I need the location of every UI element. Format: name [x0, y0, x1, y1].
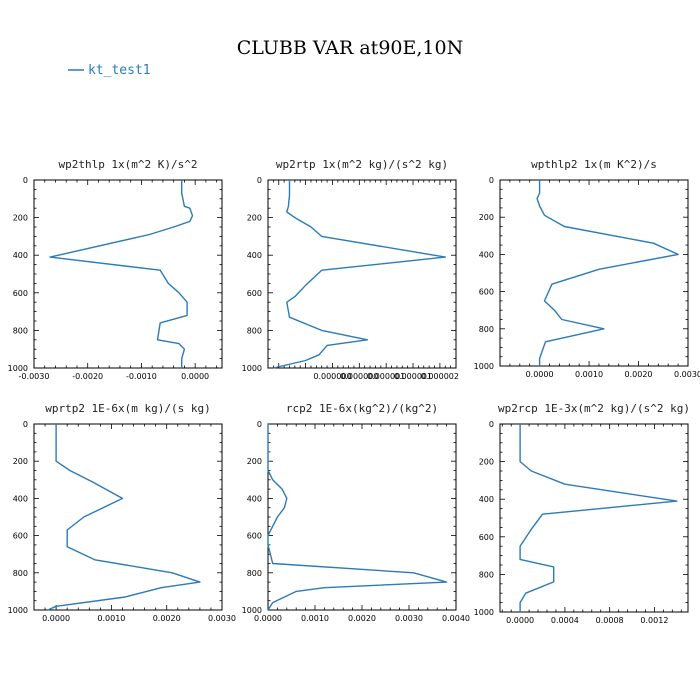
y-tick-label: 800 — [479, 570, 494, 579]
x-tick-label: 0.0010 — [575, 370, 603, 379]
x-tick-label: 0.0020 — [153, 614, 181, 623]
series-line-kt_test1 — [273, 180, 446, 369]
x-tick-label: 0.0008 — [596, 616, 624, 625]
y-tick-label: 1000 — [242, 606, 262, 615]
x-tick-label: 0.000000 — [340, 372, 378, 381]
y-tick-label: 600 — [247, 532, 262, 541]
plot-frame — [499, 179, 689, 367]
y-tick-label: 200 — [13, 457, 28, 466]
x-tick-label: -0.0010 — [126, 372, 157, 381]
x-tick-label: 0.0030 — [395, 614, 423, 623]
y-tick-label: 0 — [489, 420, 494, 429]
x-tick-label: 0.0000 — [526, 370, 554, 379]
y-tick-label: 1000 — [474, 608, 494, 617]
panel-title: wprtp2 1E-6x(m kg)/(s kg) — [45, 402, 211, 415]
y-tick-label: 0 — [489, 176, 494, 185]
y-tick-label: 400 — [247, 251, 262, 260]
y-tick-label: 200 — [479, 458, 494, 467]
x-tick-label: 0.0010 — [301, 614, 329, 623]
x-tick-label: 0.0030 — [208, 614, 236, 623]
x-tick-label: 0.0000 — [254, 614, 282, 623]
panel-title: wp2rcp 1E-3x(m^2 kg)/(s^2 kg) — [498, 402, 690, 415]
main-title: CLUBB VAR at90E,10N — [237, 37, 463, 59]
y-tick-label: 600 — [247, 289, 262, 298]
y-tick-label: 1000 — [8, 606, 28, 615]
y-tick-label: 800 — [247, 326, 262, 335]
x-tick-label: 0.0000 — [42, 614, 70, 623]
x-tick-label: 0.0020 — [348, 614, 376, 623]
x-tick-label: 0.0000 — [181, 372, 209, 381]
x-tick-label: 0.0020 — [625, 370, 653, 379]
x-tick-label: -0.0020 — [72, 372, 103, 381]
plot-frame — [267, 179, 457, 369]
x-tick-label: 0.000001 — [367, 372, 405, 381]
y-tick-label: 200 — [247, 214, 262, 223]
y-tick-label: 400 — [247, 494, 262, 503]
x-tick-label: 0.0004 — [551, 616, 579, 625]
panel-2: wp2rtp 1x(m^2 kg)/(s^2 kg)0.0000000.0000… — [242, 158, 459, 381]
y-tick-label: 800 — [479, 325, 494, 334]
y-tick-label: 800 — [13, 569, 28, 578]
x-tick-label: 0.000002 — [421, 372, 459, 381]
panel-title: rcp2 1E-6x(kg^2)/(kg^2) — [286, 402, 438, 415]
plot-frame — [33, 423, 223, 611]
y-tick-label: 200 — [13, 214, 28, 223]
x-tick-label: -0.0030 — [19, 372, 50, 381]
x-tick-label: 0.000000 — [313, 372, 351, 381]
panel-6: wp2rcp 1E-3x(m^2 kg)/(s^2 kg) 0.0000 0.000… — [474, 402, 690, 625]
y-tick-label: 1000 — [8, 364, 28, 373]
y-tick-label: 1000 — [242, 364, 262, 373]
series-line-kt_test1 — [536, 180, 679, 366]
series-line-kt_test1 — [267, 424, 448, 611]
x-tick-label: 0.0030 — [674, 370, 700, 379]
y-tick-label: 600 — [479, 288, 494, 297]
plot-frame — [499, 423, 689, 613]
y-tick-label: 0 — [257, 420, 262, 429]
plot-frame — [267, 423, 457, 611]
y-tick-label: 800 — [247, 569, 262, 578]
y-tick-label: 200 — [247, 457, 262, 466]
x-tick-label: 0.0012 — [640, 616, 668, 625]
y-tick-label: 600 — [13, 289, 28, 298]
legend: kt_test1 — [68, 63, 151, 78]
x-tick-label: 0.0040 — [442, 614, 470, 623]
panels: wp2thlp 1x(m^2 K)/s^2 -0.0030 -0.0020 -0.00… — [8, 158, 700, 625]
y-tick-label: 1000 — [474, 362, 494, 371]
y-tick-label: 400 — [479, 250, 494, 259]
panel-5: rcp2 1E-6x(kg^2)/(kg^2) 0.0000 0.0010 0.002… — [242, 402, 470, 623]
y-tick-label: 0 — [257, 176, 262, 185]
plot-frame — [33, 179, 223, 369]
y-tick-label: 0 — [23, 176, 28, 185]
series-line-kt_test1 — [519, 424, 678, 612]
panel-title: wpthlp2 1x(m K^2)/s — [531, 158, 657, 171]
y-tick-label: 600 — [13, 532, 28, 541]
y-tick-label: 400 — [13, 494, 28, 503]
panel-4: wprtp2 1E-6x(m kg)/(s kg) 0.0000 0.0010 0.0… — [8, 402, 236, 623]
x-tick-label: 0.0010 — [97, 614, 125, 623]
y-tick-label: 400 — [479, 495, 494, 504]
series-line-kt_test1 — [49, 180, 194, 368]
panel-title: wp2thlp 1x(m^2 K)/s^2 — [58, 158, 197, 171]
y-tick-label: 800 — [13, 326, 28, 335]
panel-title: wp2rtp 1x(m^2 kg)/(s^2 kg) — [276, 158, 448, 171]
y-tick-label: 400 — [13, 251, 28, 260]
x-tick-label: 0.0000 — [506, 616, 534, 625]
y-tick-label: 600 — [479, 533, 494, 542]
y-tick-label: 200 — [479, 213, 494, 222]
series-line-kt_test1 — [47, 424, 201, 611]
panel-1: wp2thlp 1x(m^2 K)/s^2 -0.0030 -0.0020 -0.00… — [8, 158, 223, 381]
panel-3: wpthlp2 1x(m K^2)/s 0.0000 0.0010 0.0020 0.0… — [474, 158, 700, 379]
legend-label: kt_test1 — [88, 63, 151, 78]
y-tick-label: 0 — [23, 420, 28, 429]
x-tick-label: 0.000001 — [394, 372, 432, 381]
